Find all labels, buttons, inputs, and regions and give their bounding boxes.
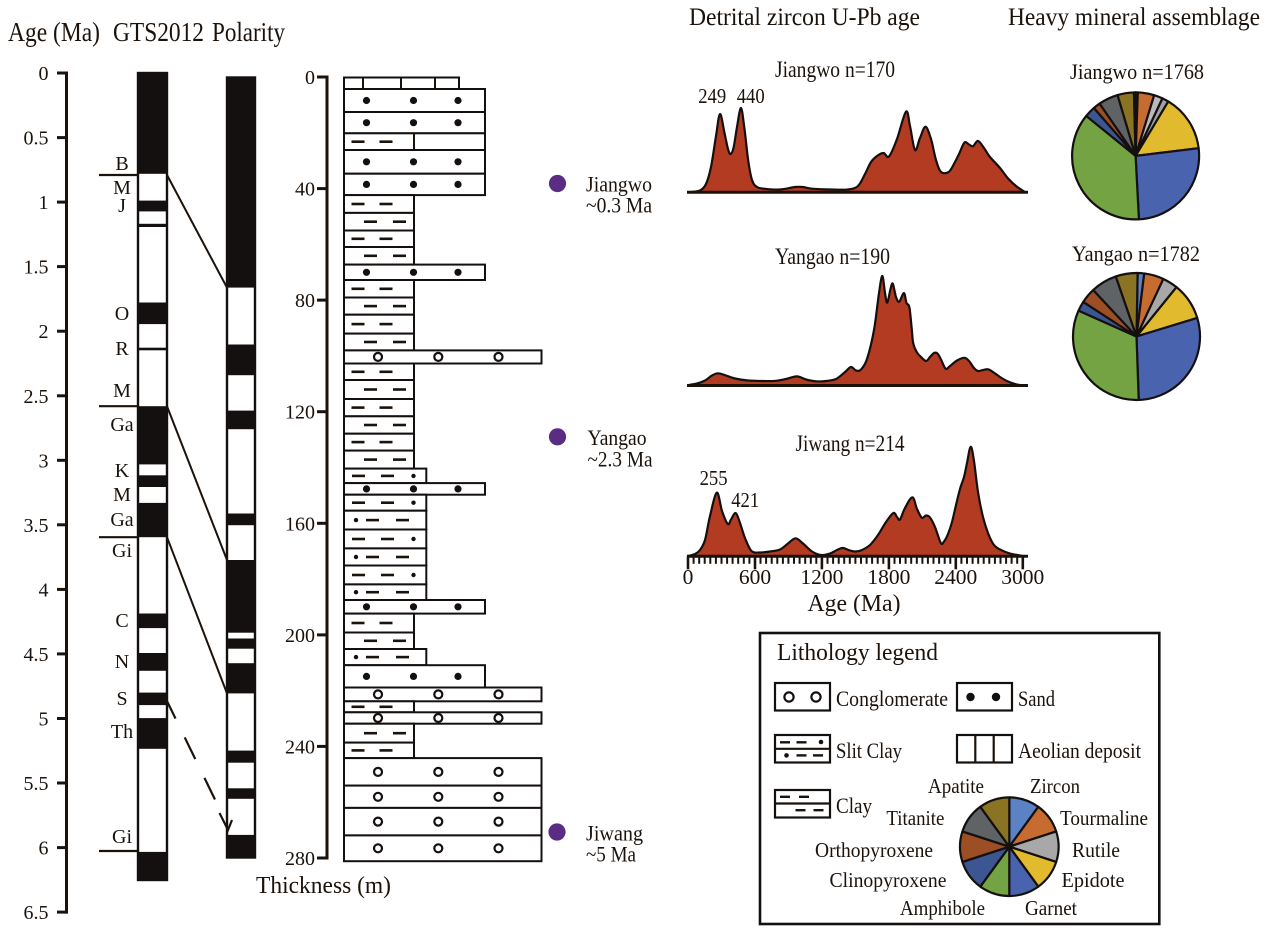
svg-text:1800: 1800: [867, 565, 910, 589]
svg-text:Gi: Gi: [112, 540, 132, 562]
svg-text:1: 1: [39, 192, 49, 214]
svg-text:Jiangwo n=1768: Jiangwo n=1768: [1070, 59, 1204, 84]
svg-text:Garnet: Garnet: [1025, 896, 1077, 920]
svg-text:2: 2: [39, 321, 49, 343]
svg-text:Conglomerate: Conglomerate: [836, 686, 948, 711]
svg-text:Titanite: Titanite: [886, 806, 944, 830]
svg-text:3.5: 3.5: [24, 515, 49, 537]
svg-text:0: 0: [683, 565, 694, 589]
svg-text:Sand: Sand: [1018, 686, 1055, 711]
svg-text:Ga: Ga: [110, 414, 133, 436]
svg-text:Aeolian deposit: Aeolian deposit: [1018, 738, 1141, 763]
svg-text:Rutile: Rutile: [1072, 838, 1120, 862]
svg-text:N: N: [115, 651, 129, 673]
svg-text:GTS2012: GTS2012: [113, 17, 204, 47]
svg-text:Polarity: Polarity: [212, 17, 285, 47]
svg-text:4: 4: [39, 579, 49, 601]
svg-text:600: 600: [739, 565, 771, 589]
svg-text:6.5: 6.5: [24, 902, 49, 924]
svg-text:160: 160: [285, 513, 315, 535]
svg-text:~5 Ma: ~5 Ma: [586, 842, 636, 867]
svg-text:5: 5: [39, 709, 49, 731]
svg-text:Clinopyroxene: Clinopyroxene: [830, 868, 947, 892]
svg-text:0: 0: [39, 63, 49, 85]
svg-text:R: R: [115, 338, 129, 360]
svg-text:~0.3 Ma: ~0.3 Ma: [586, 193, 652, 218]
svg-text:80: 80: [295, 290, 315, 312]
svg-text:O: O: [115, 303, 129, 325]
svg-text:1.5: 1.5: [24, 257, 49, 279]
svg-text:Heavy mineral assemblage: Heavy mineral assemblage: [1008, 4, 1260, 31]
svg-text:B: B: [115, 153, 128, 175]
svg-text:440: 440: [737, 84, 765, 108]
svg-text:1200: 1200: [800, 565, 843, 589]
svg-text:M: M: [113, 484, 131, 506]
svg-text:4.5: 4.5: [24, 644, 49, 666]
svg-text:M: M: [113, 177, 131, 199]
svg-text:Thickness (m): Thickness (m): [256, 873, 391, 899]
svg-text:Apatite: Apatite: [928, 774, 984, 798]
svg-text:Gi: Gi: [112, 826, 132, 848]
svg-text:Yangao n=190: Yangao n=190: [775, 244, 890, 269]
svg-text:Jiangwo: Jiangwo: [586, 172, 652, 197]
svg-text:S: S: [116, 688, 127, 710]
svg-text:C: C: [115, 610, 128, 632]
svg-text:255: 255: [700, 466, 728, 490]
svg-text:Th: Th: [111, 721, 133, 743]
svg-text:0.5: 0.5: [24, 128, 49, 150]
svg-text:249: 249: [698, 84, 726, 108]
svg-text:120: 120: [285, 402, 315, 424]
svg-text:~2.3 Ma: ~2.3 Ma: [588, 447, 653, 472]
svg-text:3000: 3000: [1001, 565, 1044, 589]
svg-text:Slit Clay: Slit Clay: [836, 738, 902, 763]
svg-text:280: 280: [285, 848, 315, 870]
svg-text:M: M: [113, 380, 131, 402]
svg-text:Detrital zircon U-Pb age: Detrital zircon U-Pb age: [689, 4, 920, 31]
svg-text:Zircon: Zircon: [1030, 774, 1080, 798]
svg-text:40: 40: [295, 179, 315, 201]
svg-text:3: 3: [39, 450, 49, 472]
svg-text:Yangao n=1782: Yangao n=1782: [1072, 241, 1200, 266]
svg-text:Jiwang: Jiwang: [586, 821, 643, 846]
svg-text:0: 0: [305, 67, 315, 89]
svg-text:Age (Ma): Age (Ma): [8, 17, 100, 47]
svg-text:2400: 2400: [934, 565, 977, 589]
svg-text:Epidote: Epidote: [1062, 868, 1125, 892]
svg-text:Clay: Clay: [836, 793, 872, 818]
svg-text:K: K: [115, 460, 130, 482]
svg-text:6: 6: [39, 838, 49, 860]
svg-text:Jiangwo n=170: Jiangwo n=170: [775, 57, 895, 82]
svg-text:Ga: Ga: [110, 509, 133, 531]
svg-text:240: 240: [285, 736, 315, 758]
svg-text:Tourmaline: Tourmaline: [1060, 806, 1148, 830]
svg-text:200: 200: [285, 625, 315, 647]
svg-text:2.5: 2.5: [24, 386, 49, 408]
svg-text:J: J: [118, 195, 126, 217]
svg-text:Orthopyroxene: Orthopyroxene: [815, 838, 933, 862]
svg-text:Lithology legend: Lithology legend: [777, 640, 938, 666]
svg-text:Amphibole: Amphibole: [900, 896, 985, 920]
svg-text:421: 421: [731, 488, 759, 512]
svg-text:5.5: 5.5: [24, 773, 49, 795]
svg-text:Age (Ma): Age (Ma): [808, 591, 901, 617]
svg-text:Jiwang n=214: Jiwang n=214: [796, 431, 905, 456]
svg-text:Yangao: Yangao: [588, 425, 647, 450]
